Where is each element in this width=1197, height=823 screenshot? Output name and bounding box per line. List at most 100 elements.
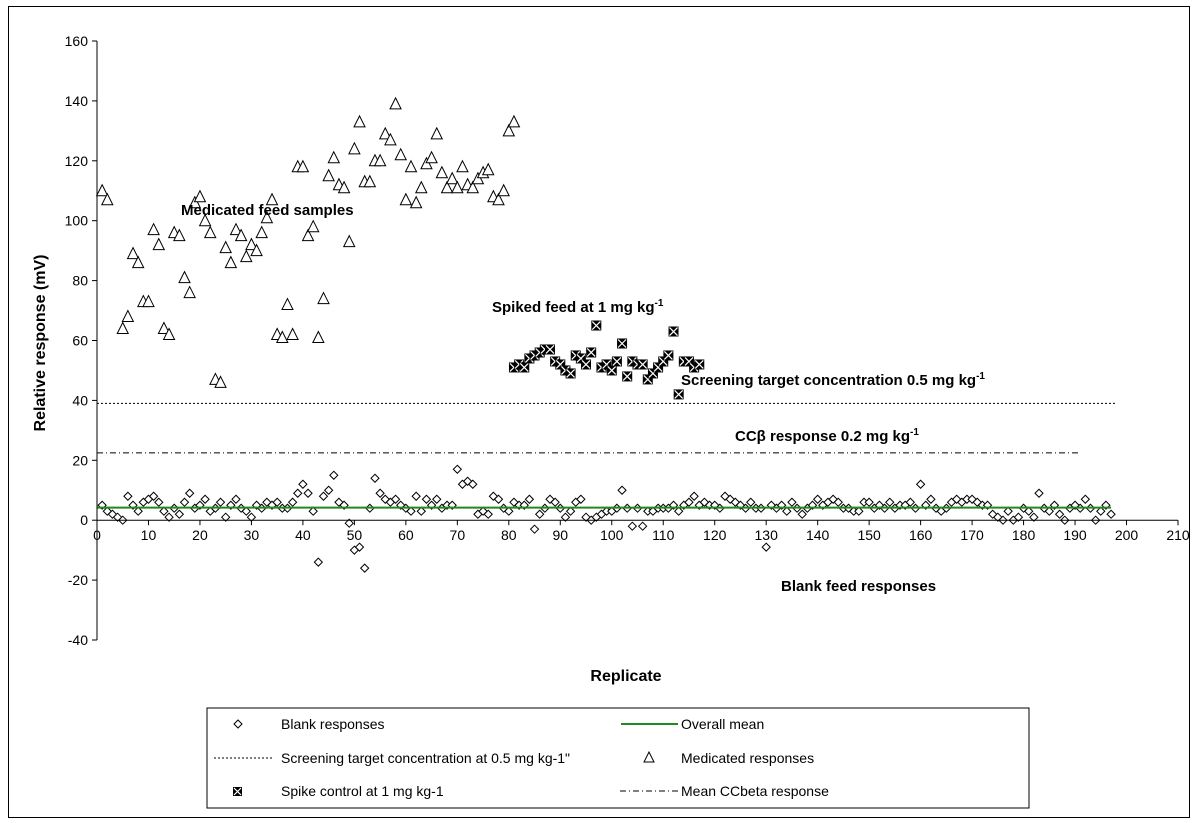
medicated-point bbox=[306, 219, 320, 233]
spike-point bbox=[611, 356, 622, 367]
blank-point bbox=[241, 506, 251, 516]
blank-point bbox=[673, 506, 684, 516]
blank-point bbox=[231, 494, 241, 504]
blank-point bbox=[689, 491, 699, 501]
blank-point bbox=[797, 509, 807, 519]
spike-point bbox=[617, 338, 628, 349]
x-tick-label: 100 bbox=[600, 527, 624, 543]
medicated-point bbox=[394, 147, 408, 161]
medicated-point bbox=[353, 114, 366, 128]
medicated-point bbox=[281, 297, 294, 311]
legend-x-square-icon bbox=[233, 787, 242, 796]
annotation-target-text: Screening target concentration 0.5 mg kg bbox=[681, 372, 976, 389]
medicated-point bbox=[219, 240, 232, 254]
y-tick-label: -20 bbox=[68, 572, 88, 588]
spike-point bbox=[565, 368, 576, 379]
blank-point bbox=[323, 485, 334, 495]
legend-entry-spike-control: Spike control at 1 mg kg-1 bbox=[233, 783, 444, 799]
medicated-point bbox=[224, 255, 238, 269]
blank-point bbox=[329, 470, 339, 480]
y-tick-label: 160 bbox=[65, 33, 89, 49]
medicated-point bbox=[95, 183, 109, 197]
blank-point bbox=[885, 497, 895, 507]
chart-frame bbox=[8, 6, 1190, 818]
medicated-point bbox=[265, 192, 279, 206]
medicated-point bbox=[229, 222, 243, 236]
blank-point bbox=[617, 485, 627, 495]
medicated-point bbox=[456, 159, 469, 173]
blank-point bbox=[179, 497, 190, 507]
spike-point bbox=[637, 359, 648, 370]
medicated-point bbox=[497, 183, 510, 197]
blank-point bbox=[298, 479, 308, 489]
blank-point bbox=[534, 509, 545, 519]
y-tick-label: 20 bbox=[72, 452, 88, 468]
annotation-screening-target: Screening target concentration 0.5 mg kg… bbox=[681, 371, 985, 389]
x-tick-label: 120 bbox=[703, 527, 727, 543]
blank-point bbox=[421, 494, 432, 504]
blank-point bbox=[1096, 506, 1106, 516]
blank-point bbox=[159, 506, 169, 516]
blank-point bbox=[488, 491, 499, 501]
blank-point bbox=[1029, 512, 1039, 522]
medicated-point bbox=[142, 294, 155, 308]
blank-point bbox=[915, 479, 926, 489]
blank-point bbox=[468, 479, 478, 489]
medicated-point bbox=[203, 225, 217, 239]
medicated-point bbox=[239, 249, 253, 263]
blank-point bbox=[313, 557, 324, 567]
blank-point bbox=[833, 497, 843, 507]
blank-point bbox=[380, 494, 390, 504]
blank-point bbox=[565, 506, 576, 516]
blank-point bbox=[200, 494, 210, 504]
medicated-point bbox=[502, 123, 516, 137]
x-tick-label: 60 bbox=[398, 527, 414, 543]
medicated-point bbox=[100, 192, 114, 206]
y-tick-label: 0 bbox=[80, 512, 88, 528]
medicated-point bbox=[327, 150, 341, 164]
blank-point bbox=[154, 497, 164, 507]
spike-point bbox=[663, 350, 674, 361]
blank-point bbox=[359, 563, 370, 573]
blank-point bbox=[1034, 488, 1044, 498]
blank-point bbox=[1003, 506, 1013, 516]
x-tick-label: 130 bbox=[755, 527, 779, 543]
x-tick-label: 210 bbox=[1166, 527, 1190, 543]
legend-label-spike-control: Spike control at 1 mg kg-1 bbox=[281, 783, 444, 799]
blank-point bbox=[462, 476, 473, 486]
medicated-point bbox=[147, 222, 160, 236]
medicated-point bbox=[322, 168, 335, 182]
x-tick-label: 30 bbox=[244, 527, 260, 543]
blank-point bbox=[416, 506, 427, 516]
spike-point bbox=[606, 365, 617, 376]
medicated-point bbox=[121, 309, 135, 323]
medicated-point bbox=[116, 321, 130, 335]
medicated-point bbox=[152, 237, 166, 251]
blank-point bbox=[493, 494, 504, 504]
blank-point bbox=[215, 497, 226, 507]
legend-entry-blank: Blank responses bbox=[233, 716, 385, 732]
medicated-point bbox=[430, 126, 444, 140]
x-tick-label: 170 bbox=[960, 527, 984, 543]
blank-point bbox=[905, 497, 916, 507]
blank-point bbox=[782, 506, 792, 516]
blank-point bbox=[354, 542, 365, 552]
medicated-point bbox=[451, 180, 464, 194]
x-tick-label: 180 bbox=[1012, 527, 1036, 543]
legend-label-ccbeta: Mean CCbeta response bbox=[681, 783, 829, 799]
medicated-point bbox=[440, 180, 454, 194]
y-tick-label: 80 bbox=[72, 273, 88, 289]
spike-point bbox=[668, 326, 679, 337]
blank-point bbox=[529, 524, 540, 534]
annotation-spiked-text: Spiked feed at 1 mg kg bbox=[492, 299, 655, 316]
annotation-ccb-text: CCβ response 0.2 mg kg bbox=[735, 428, 910, 445]
blank-point bbox=[1013, 512, 1024, 522]
medicated-point bbox=[507, 114, 521, 128]
medicated-point bbox=[425, 150, 438, 164]
blank-point bbox=[581, 512, 591, 522]
medicated-point bbox=[178, 270, 191, 284]
legend-diamond-icon bbox=[233, 719, 243, 729]
blank-point bbox=[184, 488, 195, 498]
medicated-point bbox=[260, 210, 274, 224]
